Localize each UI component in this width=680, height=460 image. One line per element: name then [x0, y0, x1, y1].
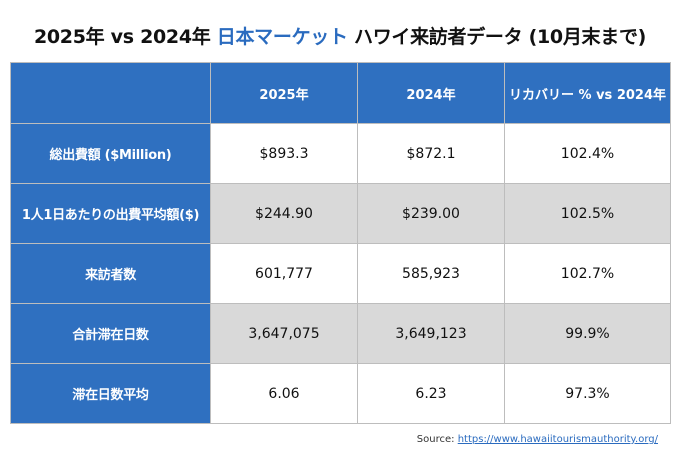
cell-2024: 585,923: [357, 243, 505, 304]
cell-recovery: 102.5%: [504, 183, 671, 244]
title-market: 日本マーケット: [216, 26, 348, 48]
row-label-avg-stay: 滞在日数平均: [10, 363, 211, 424]
table-row: 来訪者数 601,777 585,923 102.7%: [10, 243, 671, 304]
title-suffix: ハワイ来訪者データ (10月末まで): [347, 26, 647, 48]
header-2024: 2024年: [357, 62, 505, 124]
cell-2025: 3,647,075: [210, 303, 358, 364]
row-label-visitors: 来訪者数: [10, 243, 211, 304]
row-label-daily-spending: 1人1日あたりの出費平均額($): [10, 183, 211, 244]
cell-recovery: 102.4%: [504, 123, 671, 184]
table-header-row: 2025年 2024年 リカバリー % vs 2024年: [10, 62, 671, 124]
cell-2025: $244.90: [210, 183, 358, 244]
row-label-total-days: 合計滞在日数: [10, 303, 211, 364]
source-note: Source: https://www.hawaiitourismauthori…: [417, 434, 658, 445]
cell-recovery: 99.9%: [504, 303, 671, 364]
title-prefix: 2025年 vs 2024年: [33, 26, 217, 48]
source-label: Source:: [416, 434, 458, 445]
visitor-data-table: 2025年 2024年 リカバリー % vs 2024年 総出費額 ($Mill…: [10, 62, 671, 424]
page-title: 2025年 vs 2024年 日本マーケット ハワイ来訪者データ (10月末まで…: [0, 22, 680, 49]
cell-2024: $239.00: [357, 183, 505, 244]
cell-2024: $872.1: [357, 123, 505, 184]
cell-2025: 601,777: [210, 243, 358, 304]
table-row: 1人1日あたりの出費平均額($) $244.90 $239.00 102.5%: [10, 183, 671, 244]
header-recovery: リカバリー % vs 2024年: [504, 62, 671, 124]
table-row: 滞在日数平均 6.06 6.23 97.3%: [10, 363, 671, 424]
cell-2024: 6.23: [357, 363, 505, 424]
source-link[interactable]: https://www.hawaiitourismauthority.org/: [457, 434, 658, 445]
table-row: 総出費額 ($Million) $893.3 $872.1 102.4%: [10, 123, 671, 184]
header-2025: 2025年: [210, 62, 358, 124]
table-row: 合計滞在日数 3,647,075 3,649,123 99.9%: [10, 303, 671, 364]
cell-2025: 6.06: [210, 363, 358, 424]
cell-2024: 3,649,123: [357, 303, 505, 364]
cell-2025: $893.3: [210, 123, 358, 184]
row-label-total-spending: 総出費額 ($Million): [10, 123, 211, 184]
header-corner: [10, 62, 211, 124]
cell-recovery: 102.7%: [504, 243, 671, 304]
cell-recovery: 97.3%: [504, 363, 671, 424]
